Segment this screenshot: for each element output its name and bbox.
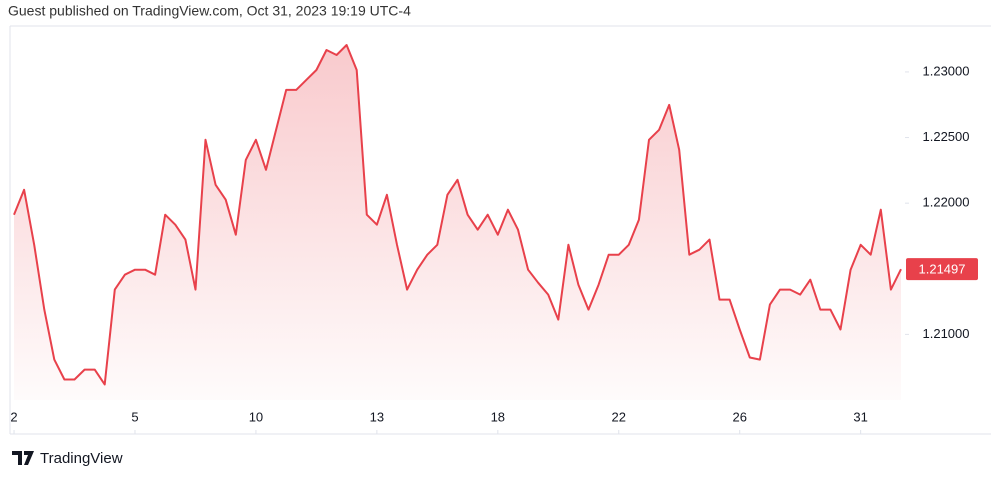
x-tick-label: 18 (491, 409, 505, 424)
y-tick-label: 1.22000 (923, 195, 970, 210)
x-tick-label: 10 (249, 409, 263, 424)
x-tick-label: 22 (612, 409, 626, 424)
y-tick-label: 1.22500 (923, 129, 970, 144)
last-price-box (906, 258, 978, 281)
last-price-label: 1.21497 (919, 262, 966, 277)
x-tick-label: 26 (732, 409, 746, 424)
brand: TradingView (40, 450, 123, 467)
logo: TradingView (12, 450, 123, 467)
area (14, 45, 901, 400)
plot: 1.21000 1.22000 1.22500 1.23000 2 5 10 13 18 22 26… (10, 44, 978, 434)
chart-title: Guest published on TradingView.com, Oct … (8, 3, 411, 19)
x-tick-label: 5 (131, 409, 138, 424)
price-line (13, 44, 902, 386)
logo-mark (12, 451, 34, 465)
last-price: 1.21497 (906, 258, 978, 281)
y-tick-label: 1.23000 (923, 63, 970, 78)
x-tick-label: 31 (853, 409, 867, 424)
x-tick-label: 13 (370, 409, 384, 424)
y-tick-label: 1.21000 (923, 326, 970, 341)
x-tick-label: 2 (10, 409, 17, 424)
